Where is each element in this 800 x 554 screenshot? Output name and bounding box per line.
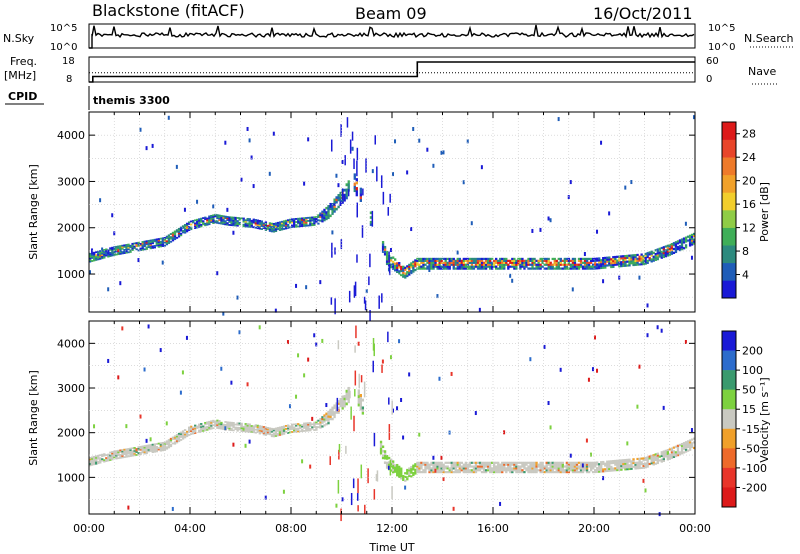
nave-tick-top: 60 bbox=[706, 56, 719, 67]
y-tick-label: 3000 bbox=[57, 175, 85, 188]
power-grid bbox=[89, 112, 695, 312]
velocity-yticks: 1000 2000 3000 4000 bbox=[57, 337, 695, 484]
velocity-colorbar-tick: -15 bbox=[742, 423, 760, 436]
velocity-colorbar-tick: 100 bbox=[742, 364, 763, 377]
power-panel: 1000 2000 3000 4000 Slant Range [km] bbox=[27, 111, 696, 321]
velocity-colorbar-tick: -200 bbox=[742, 481, 767, 494]
freq-tick-bottom: 8 bbox=[66, 74, 72, 85]
velocity-grid bbox=[89, 321, 695, 514]
freq-tick-top: 18 bbox=[62, 56, 75, 67]
freq-label-bottom: [MHz] bbox=[4, 69, 36, 82]
velocity-panel: 1000 2000 3000 4000 Slant Range [km] bbox=[27, 320, 696, 522]
x-tick-label: 16:00 bbox=[477, 522, 509, 535]
nave-tick-bottom: 0 bbox=[706, 74, 712, 85]
nsearch-label: N.Search bbox=[744, 32, 794, 45]
x-tick-label: 12:00 bbox=[376, 522, 408, 535]
station-title: Blackstone (fitACF) bbox=[92, 1, 245, 20]
freq-label-top: Freq. bbox=[10, 55, 37, 68]
power-yticks: 1000 2000 3000 4000 bbox=[57, 129, 695, 281]
power-colorbar: 4 8 12 16 20 24 28 Power [dB] bbox=[721, 121, 771, 299]
y-tick-label: 1000 bbox=[57, 268, 85, 281]
x-tick-label: 00:00 bbox=[679, 522, 711, 535]
power-colorbar-label: Power [dB] bbox=[758, 182, 771, 242]
y-tick-label: 2000 bbox=[57, 427, 85, 440]
nsky-tick-top: 10^5 bbox=[50, 23, 77, 34]
x-tick-label: 20:00 bbox=[578, 522, 610, 535]
power-colorbar-tick: 4 bbox=[742, 269, 749, 282]
beam-title: Beam 09 bbox=[355, 4, 427, 23]
nsky-trace bbox=[89, 24, 695, 49]
nave-label: Nave bbox=[748, 65, 776, 78]
nsky-label: N.Sky bbox=[3, 32, 35, 45]
x-tick-label: 08:00 bbox=[275, 522, 307, 535]
y-tick-label: 4000 bbox=[57, 129, 85, 142]
nsearch-tick-top: 10^5 bbox=[708, 23, 735, 34]
x-axis-ticks: 00:00 04:00 08:00 12:00 16:00 20:00 00:00 bbox=[73, 112, 711, 535]
power-colorbar-tick: 20 bbox=[742, 175, 756, 188]
y-tick-label: 4000 bbox=[57, 337, 85, 350]
power-colorbar-tick: 24 bbox=[742, 151, 756, 164]
nsky-panel: N.Sky 10^5 10^0 N.Search 10^5 10^0 bbox=[3, 23, 795, 53]
x-tick-label: 04:00 bbox=[174, 522, 206, 535]
freq-trace bbox=[89, 61, 695, 83]
velocity-colorbar-tick: 200 bbox=[742, 345, 763, 358]
x-axis-label: Time UT bbox=[368, 541, 414, 554]
cpid-label: CPID bbox=[8, 90, 37, 103]
velocity-colorbar-tick: 15 bbox=[742, 403, 756, 416]
x-tick-label: 00:00 bbox=[73, 522, 105, 535]
y-tick-label: 2000 bbox=[57, 222, 85, 235]
power-cells bbox=[89, 115, 696, 321]
power-colorbar-tick: 16 bbox=[742, 198, 756, 211]
power-colorbar-tick: 28 bbox=[742, 128, 756, 141]
velocity-colorbar-label: Velocity [m s⁻¹] bbox=[758, 377, 771, 462]
y-tick-label: 3000 bbox=[57, 382, 85, 395]
velocity-colorbar-tick: -100 bbox=[742, 462, 767, 475]
nsearch-tick-bottom: 10^0 bbox=[708, 42, 735, 53]
velocity-colorbar: 200 100 50 15 -15 -50 -100 -200 Velocity [m s⁻¹… bbox=[721, 330, 771, 508]
velocity-colorbar-tick: 50 bbox=[742, 384, 756, 397]
nsky-tick-bottom: 10^0 bbox=[50, 42, 77, 53]
velocity-colorbar-tick: -50 bbox=[742, 442, 760, 455]
cpid-panel: CPID themis 3300 bbox=[5, 86, 170, 110]
velocity-cells bbox=[89, 324, 696, 522]
freq-panel: Freq. [MHz] 18 8 Nave 60 0 bbox=[4, 55, 778, 85]
date-title: 16/Oct/2011 bbox=[593, 4, 693, 23]
y-tick-label: 1000 bbox=[57, 471, 85, 484]
velocity-ylabel: Slant Range [km] bbox=[27, 370, 40, 466]
power-ylabel: Slant Range [km] bbox=[27, 164, 40, 260]
power-colorbar-tick: 12 bbox=[742, 222, 756, 235]
power-colorbar-tick: 8 bbox=[742, 245, 749, 258]
cpid-value: themis 3300 bbox=[93, 94, 170, 107]
